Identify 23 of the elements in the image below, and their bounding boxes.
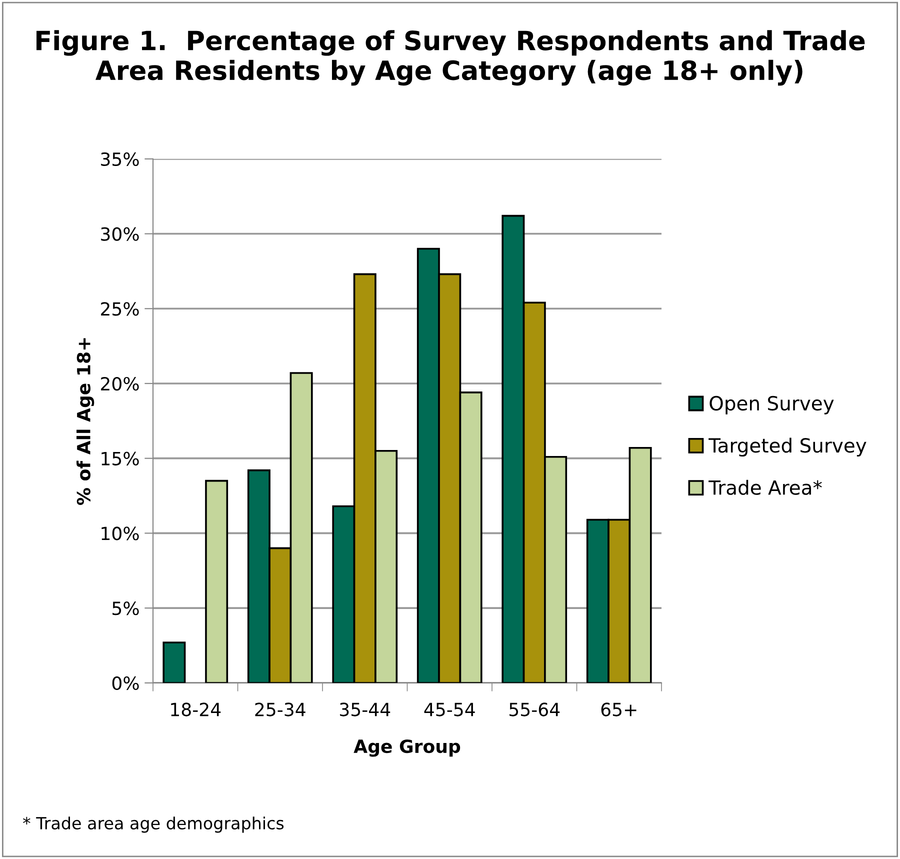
x-tick-label: 18-24 bbox=[171, 702, 221, 716]
x-tick-label: 45-54 bbox=[424, 702, 475, 716]
y-tick-label: 0% bbox=[112, 676, 139, 690]
bar bbox=[162, 642, 186, 683]
legend-label: Targeted Survey bbox=[708, 438, 866, 457]
y-tick-label: 20% bbox=[100, 376, 139, 391]
x-tick-label: 65+ bbox=[601, 702, 636, 716]
x-axis-title: Age Group bbox=[354, 739, 460, 757]
x-tick-label: 55-64 bbox=[510, 702, 560, 716]
legend-label: Open Survey bbox=[710, 396, 834, 414]
y-tick-label: 10% bbox=[102, 526, 139, 540]
bar bbox=[205, 480, 228, 683]
y-axis-title: % of All Age 18+ bbox=[76, 338, 94, 505]
y-tick-label: 30% bbox=[101, 227, 139, 241]
legend-label: Trade Area* bbox=[708, 480, 822, 495]
y-tick-label: 35% bbox=[101, 152, 139, 166]
y-tick-label: 5% bbox=[112, 602, 139, 616]
chart-title: Figure 1. Percentage of Survey Respondents and Trade Area Residents by Age Category (age 18+ only) bbox=[36, 30, 865, 86]
y-tick-label: 15% bbox=[102, 452, 139, 466]
x-tick-label: 25-34 bbox=[255, 702, 306, 716]
x-tick-label: 35-44 bbox=[340, 702, 390, 716]
text: * Trade area age demographics bbox=[22, 816, 284, 833]
y-tick-label: 25% bbox=[100, 302, 139, 316]
